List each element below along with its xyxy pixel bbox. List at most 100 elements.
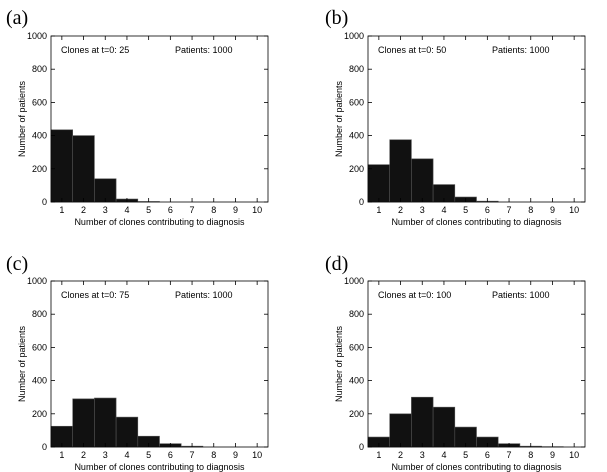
panel-label: (c) xyxy=(6,253,28,275)
y-tick-label: 1000 xyxy=(27,276,47,286)
x-tick-label: 10 xyxy=(569,205,579,215)
clones-annotation: Clones at t=0: 50 xyxy=(378,45,446,55)
histogram-bar xyxy=(411,158,434,203)
x-axis-title: Number of clones contributing to diagnos… xyxy=(391,462,562,472)
y-axis-title: Number of patients xyxy=(17,325,27,402)
y-axis-title: Number of patients xyxy=(17,80,27,157)
y-tick-label: 600 xyxy=(32,97,47,107)
x-tick-label: 2 xyxy=(81,450,86,460)
y-tick-label: 600 xyxy=(349,97,364,107)
x-tick-label: 10 xyxy=(569,450,579,460)
x-tick-label: 7 xyxy=(190,205,195,215)
x-tick-label: 4 xyxy=(124,205,129,215)
y-tick-label: 600 xyxy=(32,342,47,352)
x-tick-label: 4 xyxy=(441,450,446,460)
x-tick-label: 7 xyxy=(190,450,195,460)
histogram-bar xyxy=(367,164,391,203)
patients-annotation: Patients: 1000 xyxy=(492,45,550,55)
clones-annotation: Clones at t=0: 25 xyxy=(61,45,129,55)
x-tick-label: 10 xyxy=(252,450,262,460)
x-tick-label: 1 xyxy=(59,205,64,215)
y-tick-label: 1000 xyxy=(344,276,364,286)
patients-annotation: Patients: 1000 xyxy=(175,290,233,300)
y-tick-label: 200 xyxy=(32,409,47,419)
y-tick-label: 800 xyxy=(349,64,364,74)
y-tick-label: 0 xyxy=(42,197,47,207)
panel-label: (a) xyxy=(6,7,28,29)
x-tick-label: 2 xyxy=(81,205,86,215)
x-tick-label: 8 xyxy=(211,450,216,460)
histogram-bar xyxy=(411,396,434,448)
x-tick-label: 9 xyxy=(550,450,555,460)
x-tick-label: 9 xyxy=(233,205,238,215)
x-axis-title: Number of clones contributing to diagnos… xyxy=(74,462,245,472)
plot-frame xyxy=(50,280,269,448)
x-tick-label: 9 xyxy=(233,450,238,460)
y-tick-label: 600 xyxy=(349,342,364,352)
histogram-bar xyxy=(50,129,74,203)
x-tick-label: 6 xyxy=(485,450,490,460)
x-axis-title: Number of clones contributing to diagnos… xyxy=(74,217,245,227)
chart-panel: (d) 0 200 400 600 800 1000 1 2 3 4 5 6 7 8 9 10 Clones at… xyxy=(325,253,586,472)
histogram-bar xyxy=(389,139,412,203)
y-tick-label: 800 xyxy=(32,309,47,319)
histogram-bar xyxy=(72,135,95,203)
x-tick-label: 8 xyxy=(528,205,533,215)
y-tick-label: 1000 xyxy=(344,31,364,41)
x-tick-label: 5 xyxy=(463,450,468,460)
chart-panel: (c) 0 200 400 600 800 1000 1 2 3 4 5 6 7 8 9 10 Clones at… xyxy=(6,253,269,472)
x-tick-label: 3 xyxy=(103,450,108,460)
patients-annotation: Patients: 1000 xyxy=(492,290,550,300)
y-tick-label: 0 xyxy=(359,197,364,207)
x-tick-label: 9 xyxy=(550,205,555,215)
y-axis-title: Number of patients xyxy=(334,325,344,402)
x-tick-label: 7 xyxy=(507,205,512,215)
x-tick-label: 4 xyxy=(441,205,446,215)
y-tick-label: 400 xyxy=(349,376,364,386)
histogram-bar xyxy=(389,413,412,448)
y-axis-title: Number of patients xyxy=(334,80,344,157)
x-tick-label: 6 xyxy=(168,205,173,215)
y-tick-label: 400 xyxy=(32,376,47,386)
y-tick-label: 400 xyxy=(32,131,47,141)
y-tick-label: 0 xyxy=(42,442,47,452)
x-tick-label: 2 xyxy=(398,450,403,460)
y-tick-label: 200 xyxy=(349,409,364,419)
y-tick-label: 800 xyxy=(32,64,47,74)
y-tick-label: 200 xyxy=(349,164,364,174)
x-tick-label: 1 xyxy=(376,205,381,215)
plot-frame xyxy=(367,280,586,448)
x-tick-label: 5 xyxy=(146,205,151,215)
x-tick-label: 2 xyxy=(398,205,403,215)
y-tick-label: 800 xyxy=(349,309,364,319)
histogram-bar xyxy=(72,398,95,448)
clones-annotation: Clones at t=0: 75 xyxy=(61,290,129,300)
patients-annotation: Patients: 1000 xyxy=(175,45,233,55)
y-tick-label: 1000 xyxy=(27,31,47,41)
chart-panel: (a) 0 200 400 600 800 1000 1 2 3 4 5 6 7 8 9 10 Clones at… xyxy=(6,7,269,227)
x-tick-label: 5 xyxy=(463,205,468,215)
x-tick-label: 6 xyxy=(168,450,173,460)
histogram-bar xyxy=(115,416,139,448)
clones-annotation: Clones at t=0: 100 xyxy=(378,290,451,300)
panel-label: (d) xyxy=(325,253,348,275)
histogram-bar xyxy=(432,406,456,448)
x-tick-label: 8 xyxy=(211,205,216,215)
x-tick-label: 6 xyxy=(485,205,490,215)
x-tick-label: 5 xyxy=(146,450,151,460)
x-tick-label: 3 xyxy=(420,205,425,215)
x-axis-title: Number of clones contributing to diagnos… xyxy=(391,217,562,227)
x-tick-label: 8 xyxy=(528,450,533,460)
plot-frame xyxy=(50,35,269,203)
panel-label: (b) xyxy=(325,7,348,29)
plot-frame xyxy=(367,35,586,203)
x-tick-label: 1 xyxy=(59,450,64,460)
x-tick-label: 3 xyxy=(420,450,425,460)
x-tick-label: 1 xyxy=(376,450,381,460)
y-tick-label: 0 xyxy=(359,442,364,452)
y-tick-label: 400 xyxy=(349,131,364,141)
x-tick-label: 3 xyxy=(103,205,108,215)
y-tick-label: 200 xyxy=(32,164,47,174)
x-tick-label: 10 xyxy=(252,205,262,215)
